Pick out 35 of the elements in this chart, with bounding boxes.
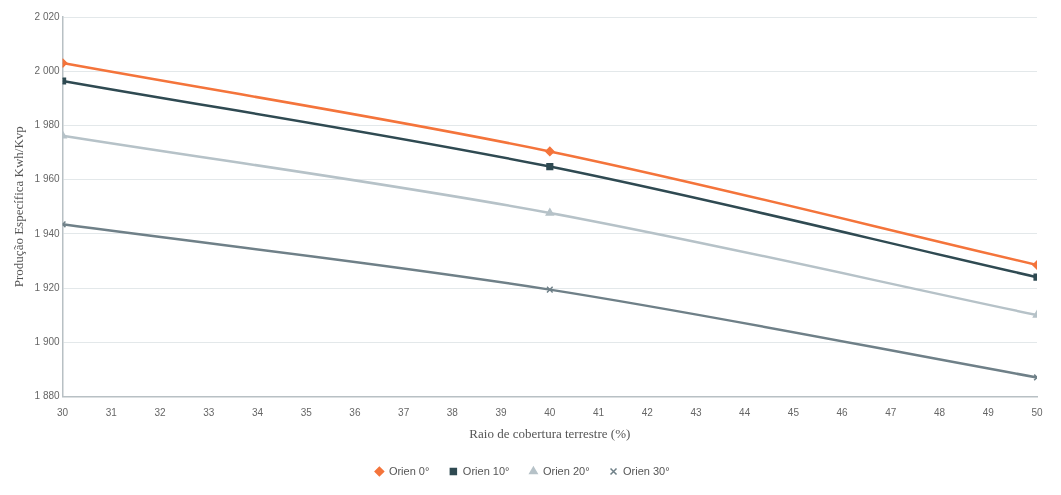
x-tick-label: 40 — [544, 407, 556, 419]
x-tick-label: 43 — [690, 407, 702, 419]
x-tick-label: 46 — [836, 407, 849, 419]
legend-label: Orien 0° — [388, 464, 430, 477]
x-tick-label: 32 — [154, 407, 167, 419]
legend-label: Orien 30° — [623, 464, 670, 477]
x-tick-label: 31 — [105, 407, 118, 419]
legend-label: Orien 20° — [542, 464, 590, 477]
x-tick-label: 37 — [398, 407, 410, 419]
x-tick-label: 41 — [592, 407, 605, 419]
y-tick-label: 1 960 — [34, 173, 61, 185]
x-tick-label: 47 — [885, 407, 897, 419]
y-tick-label: 1 940 — [34, 227, 61, 239]
legend-label: Orien 10° — [462, 464, 510, 477]
y-tick-label: 1 980 — [34, 119, 61, 131]
y-axis-title: Produção Específica Kwh/Kvp — [11, 126, 27, 288]
y-tick-label: 1 920 — [34, 281, 61, 293]
x-tick-label: 49 — [982, 407, 995, 419]
x-tick-label: 38 — [446, 407, 459, 419]
y-tick-label: 2 020 — [34, 10, 61, 22]
x-tick-label: 39 — [495, 407, 508, 419]
x-axis-title: Raio de cobertura terrestre (%) — [469, 425, 631, 441]
y-tick-label: 1 880 — [34, 390, 61, 402]
x-tick-label: 36 — [349, 407, 361, 419]
x-tick-label: 33 — [203, 407, 215, 419]
x-tick-label: 30 — [57, 407, 69, 419]
y-tick-label: 1 900 — [34, 335, 61, 347]
x-tick-label: 44 — [739, 407, 751, 419]
x-tick-label: 42 — [641, 407, 654, 419]
x-tick-label: 50 — [1031, 407, 1043, 419]
x-tick-label: 34 — [251, 407, 264, 419]
x-tick-label: 35 — [300, 407, 313, 419]
x-tick-label: 48 — [934, 407, 946, 419]
x-tick-label: 45 — [787, 407, 800, 419]
y-tick-label: 2 000 — [34, 64, 61, 76]
